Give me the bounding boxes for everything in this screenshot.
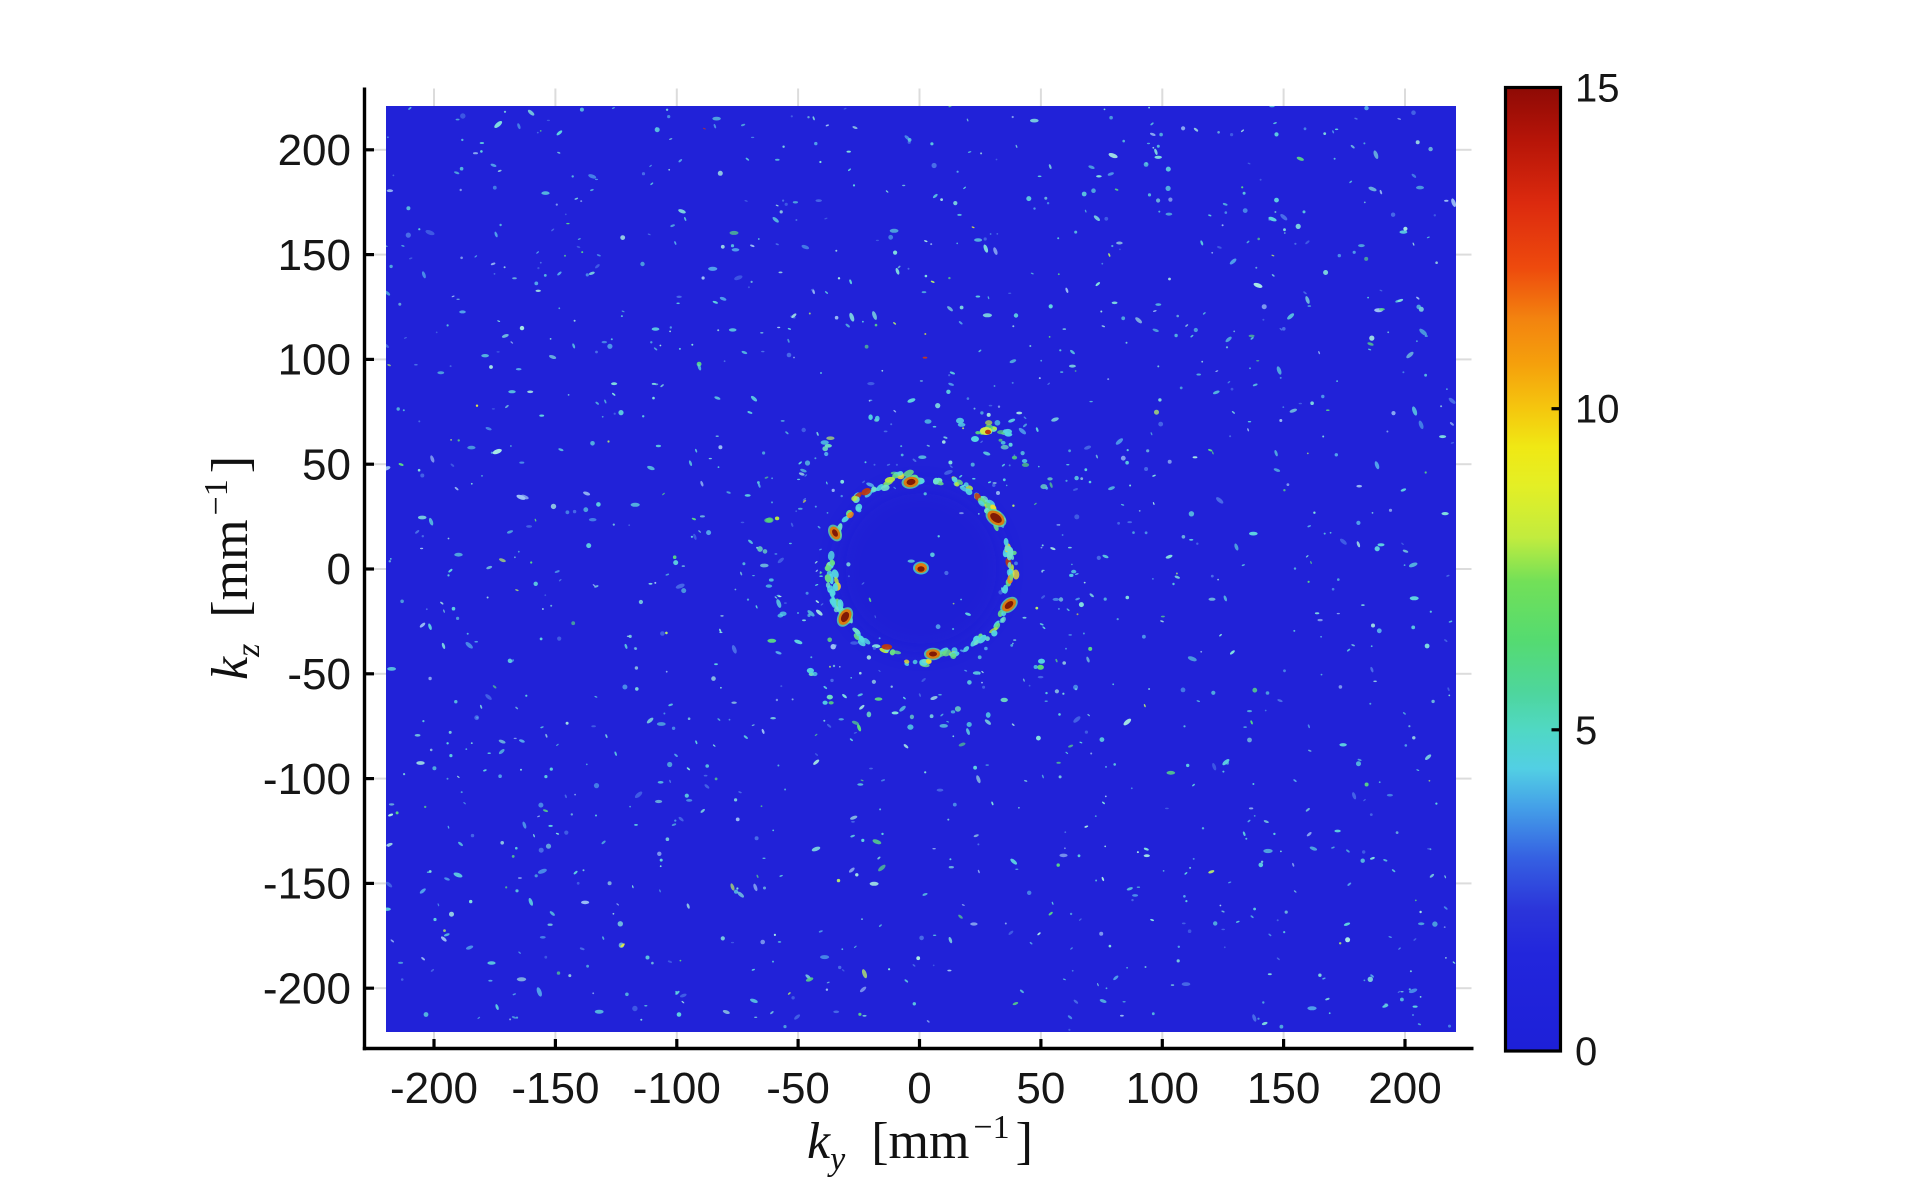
svg-text:-200: -200 [263,964,351,1013]
svg-text:-50: -50 [766,1064,830,1113]
svg-text:-100: -100 [263,755,351,804]
svg-text:200: 200 [1368,1064,1441,1113]
svg-text:0: 0 [907,1064,931,1113]
svg-text:50: 50 [302,440,351,489]
svg-text:150: 150 [1247,1064,1320,1113]
svg-text:-150: -150 [511,1064,599,1113]
svg-text:-200: -200 [390,1064,478,1113]
svg-text:100: 100 [278,336,351,385]
svg-text:kz[mm−1]: kz[mm−1] [198,456,267,680]
svg-text:-50: -50 [287,650,351,699]
svg-text:100: 100 [1126,1064,1199,1113]
svg-text:10: 10 [1575,388,1620,432]
svg-text:200: 200 [278,126,351,175]
svg-text:0: 0 [1575,1030,1597,1074]
svg-text:-100: -100 [633,1064,721,1113]
svg-text:150: 150 [278,231,351,280]
svg-text:15: 15 [1575,67,1620,111]
svg-text:ky[mm−1]: ky [mm −1] [807,1109,1033,1178]
svg-text:50: 50 [1016,1064,1065,1113]
svg-text:-150: -150 [263,860,351,909]
svg-text:0: 0 [327,545,351,594]
svg-text:5: 5 [1575,709,1597,753]
